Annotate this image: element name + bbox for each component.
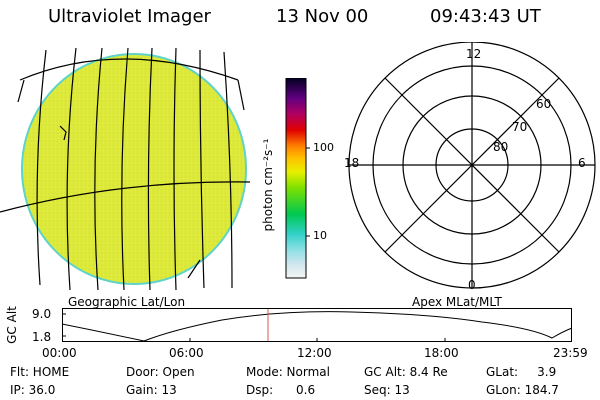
status-seq: Seq: 13 bbox=[364, 383, 410, 397]
earth-disk bbox=[21, 53, 247, 285]
apex-projection-label: Apex MLat/MLT bbox=[412, 295, 502, 309]
lat-70-label: 70 bbox=[512, 120, 528, 134]
mlt-6-label: 6 bbox=[578, 156, 586, 170]
uv-image-panel[interactable] bbox=[0, 40, 260, 290]
colorbar-unit-label: photon cm⁻²s⁻¹ bbox=[261, 138, 275, 232]
geographic-projection-label: Geographic Lat/Lon bbox=[68, 295, 186, 309]
polar-diagonal-2 bbox=[384, 77, 560, 253]
altitude-curve bbox=[62, 311, 573, 342]
alt-y-max: 9.0 bbox=[32, 307, 52, 321]
lat-60-label: 60 bbox=[536, 97, 552, 111]
date-label: 13 Nov 00 bbox=[276, 6, 369, 27]
alt-y-min: 1.8 bbox=[32, 330, 52, 344]
mlt-18-label: 18 bbox=[344, 156, 360, 170]
status-gc-alt: GC Alt: 8.4 Re bbox=[364, 365, 448, 379]
status-glon: GLon: 184.7 bbox=[486, 383, 559, 397]
colorbar-tick-10: 10 bbox=[313, 229, 327, 242]
mlt-12-label: 12 bbox=[466, 47, 482, 61]
lat-80-label: 80 bbox=[493, 140, 509, 154]
colorbar-tick-100: 100 bbox=[313, 141, 334, 154]
mlt-0-label: 0 bbox=[468, 278, 476, 292]
status-ip: IP: 36.0 bbox=[10, 383, 56, 397]
status-gain: Gain: 13 bbox=[126, 383, 177, 397]
gc-alt-axis-label: GC Alt bbox=[5, 306, 19, 344]
time-tick-1200: 12:00 bbox=[297, 346, 332, 360]
colorbar bbox=[285, 78, 310, 279]
time-tick-2359: 23:59 bbox=[553, 346, 588, 360]
geographic-grid bbox=[0, 47, 251, 290]
status-flt: Flt: HOME bbox=[10, 365, 70, 379]
time-tick-0600: 06:00 bbox=[169, 346, 204, 360]
polar-plot[interactable] bbox=[338, 42, 600, 294]
status-dsp: Dsp: 0.6 bbox=[246, 383, 316, 397]
status-door: Door: Open bbox=[126, 365, 195, 379]
instrument-title: Ultraviolet Imager bbox=[48, 6, 211, 27]
status-mode: Mode: Normal bbox=[246, 365, 330, 379]
status-glat: GLat: 3.9 bbox=[486, 365, 557, 379]
time-tick-1800: 18:00 bbox=[424, 346, 459, 360]
time-tick-0000: 00:00 bbox=[42, 346, 77, 360]
altitude-plot[interactable] bbox=[62, 308, 574, 344]
time-label: 09:43:43 UT bbox=[430, 6, 541, 27]
